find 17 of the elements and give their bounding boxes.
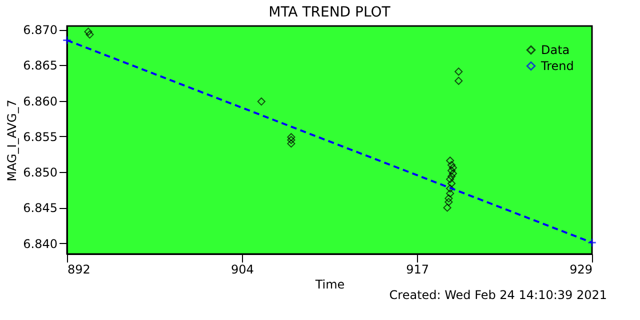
y-tick-label: 6.845: [23, 201, 58, 216]
legend-label: Data: [541, 43, 570, 57]
x-tick-label: 904: [231, 262, 254, 276]
y-tick-label: 6.870: [23, 23, 58, 38]
x-tick-label: 929: [570, 262, 592, 276]
y-tick-label: 6.855: [23, 130, 58, 144]
y-tick-label: 6.840: [23, 236, 58, 251]
y-tick-label: 6.860: [23, 94, 58, 108]
y-tick-label: 6.865: [23, 58, 58, 73]
legend-label: Trend: [540, 59, 574, 73]
y-axis-title: MAG_I_AVG_7: [5, 100, 20, 182]
chart-title: MTA TREND PLOT: [268, 4, 391, 21]
text: Created: Wed Feb 24 14:10:39 2021: [389, 288, 607, 302]
x-axis-title: Time: [314, 278, 345, 292]
x-tick-label: 892: [68, 262, 90, 276]
x-tick-label: 917: [406, 262, 429, 276]
y-tick-label: 6.850: [23, 166, 58, 180]
